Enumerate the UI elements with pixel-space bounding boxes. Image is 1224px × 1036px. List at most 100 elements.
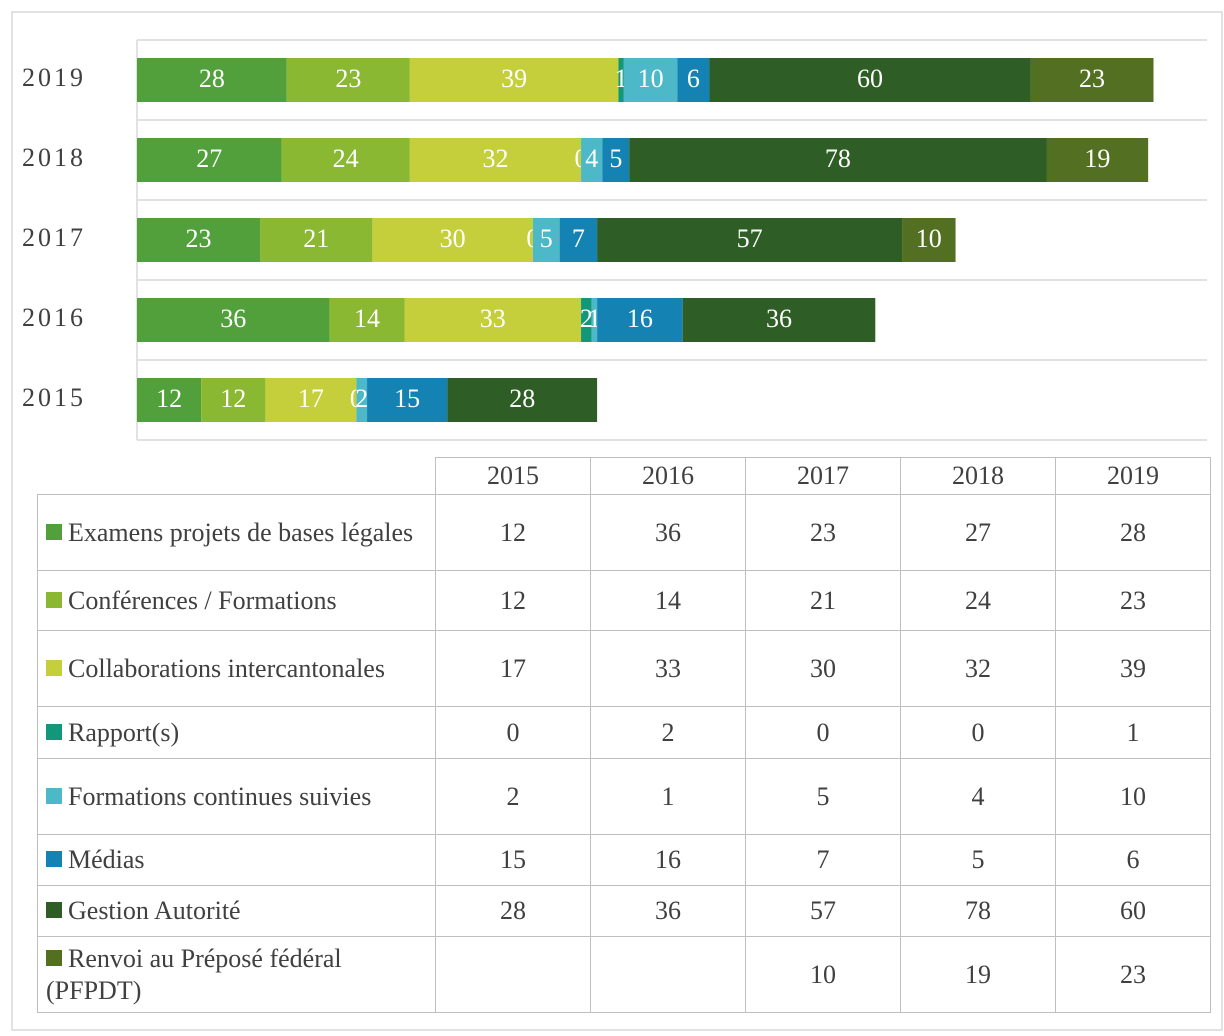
table-row: Médias 15 16 7 5 6 <box>37 834 1211 886</box>
table-cell: 15 <box>435 834 591 886</box>
table-cell: 28 <box>435 885 591 937</box>
header-cell: 2017 <box>745 457 901 495</box>
bar-segment <box>581 298 592 342</box>
bar-segment <box>367 378 448 422</box>
grid <box>136 39 1207 441</box>
data-label: 21 <box>303 224 329 253</box>
data-label: 17 <box>298 384 324 413</box>
legend-label: Renvoi au Préposé fédéral (PFPDT) <box>46 944 342 1005</box>
data-label: 33 <box>480 304 506 333</box>
table-cell: 39 <box>1055 630 1211 707</box>
table-cell: 2 <box>590 706 746 759</box>
bar-segment <box>559 218 598 262</box>
data-label: 32 <box>482 144 508 173</box>
bar-segment <box>137 138 282 182</box>
table-cell: 19 <box>900 936 1056 1013</box>
data-label: 15 <box>394 384 420 413</box>
table-cell: 1 <box>1055 706 1211 759</box>
y-tick-label: 2016 <box>22 303 86 332</box>
header-row: 2015 2016 2017 2018 2019 <box>38 457 1211 495</box>
table-row: Conférences / Formations 12 14 21 24 23 <box>37 570 1211 631</box>
bar-segment <box>137 298 330 342</box>
table-row: Renvoi au Préposé fédéral (PFPDT) 10 19 23 <box>37 936 1211 1013</box>
data-label: 60 <box>857 64 883 93</box>
data-label: 23 <box>186 224 212 253</box>
bar-segment <box>532 218 560 262</box>
bar-segment <box>409 58 619 102</box>
table-cell <box>435 936 591 1013</box>
data-label: 57 <box>737 224 763 253</box>
legend-cell: Formations continues suivies <box>37 758 436 835</box>
legend-cell: Rapport(s) <box>37 706 436 759</box>
table-cell: 14 <box>590 570 746 631</box>
header-cell: 2016 <box>590 457 746 495</box>
table-cell: 24 <box>900 570 1056 631</box>
bar-segment <box>404 298 582 342</box>
table-cell: 12 <box>435 570 591 631</box>
data-label: 23 <box>1079 64 1105 93</box>
legend-cell: Collaborations intercantonales <box>37 630 436 707</box>
legend-label: Rapport(s) <box>68 717 180 747</box>
table-cell: 2 <box>435 758 591 835</box>
bar-segment <box>409 138 582 182</box>
legend-cell: Conférences / Formations <box>37 570 436 631</box>
bar-segment <box>1030 58 1154 102</box>
bar-segment <box>581 138 603 182</box>
data-label: 7 <box>572 224 585 253</box>
table-cell: 5 <box>745 758 901 835</box>
bar-segment <box>137 58 287 102</box>
bar-segment <box>623 58 678 102</box>
legend-marker <box>46 591 62 608</box>
bar-segment <box>591 298 598 342</box>
bar-segment <box>709 58 1031 102</box>
data-label: 2 <box>580 304 593 333</box>
data-label: 39 <box>501 64 527 93</box>
bar-segment <box>286 58 410 102</box>
legend-marker <box>46 851 62 868</box>
legend-marker <box>46 723 62 740</box>
table-cell: 57 <box>745 885 901 937</box>
y-tick-label: 2017 <box>22 223 86 252</box>
table-row: Formations continues suivies 2 1 5 4 10 <box>37 758 1211 835</box>
bar-segment <box>602 138 630 182</box>
bar-segment <box>618 58 624 102</box>
header-cell: 2015 <box>435 457 591 495</box>
bar-segment <box>447 378 598 422</box>
data-label: 6 <box>687 64 700 93</box>
data-label: 12 <box>220 384 246 413</box>
table-cell: 0 <box>745 706 901 759</box>
bar-segment <box>329 298 405 342</box>
legend-label: Examens projets de bases légales <box>68 517 414 547</box>
table-cell: 12 <box>435 494 591 571</box>
table-cell: 17 <box>435 630 591 707</box>
y-tick-label: 2018 <box>22 143 86 172</box>
data-label: 5 <box>609 144 622 173</box>
table-row: Examens projets de bases légales 12 36 23 27… <box>37 494 1211 571</box>
table-cell: 32 <box>900 630 1056 707</box>
data-label: 27 <box>196 144 222 173</box>
bar-segment <box>597 218 903 262</box>
table-cell: 6 <box>1055 834 1211 886</box>
data-label: 2 <box>355 384 368 413</box>
header-cell: 2019 <box>1055 457 1211 495</box>
table-cell: 16 <box>590 834 746 886</box>
table-cell: 10 <box>745 936 901 1013</box>
table-cell: 23 <box>745 494 901 571</box>
bar-segment <box>281 138 410 182</box>
bar-segment <box>260 218 373 262</box>
legend-label: Conférences / Formations <box>68 585 337 615</box>
data-label: 5 <box>540 224 553 253</box>
data-label: 78 <box>825 144 851 173</box>
data-table: 2015 2016 2017 2018 2019 Examens projets de b… <box>37 457 1211 1013</box>
data-label: 4 <box>585 144 598 173</box>
table-cell: 30 <box>745 630 901 707</box>
bar-segment <box>597 298 683 342</box>
bar-segment <box>356 378 368 422</box>
table-cell: 10 <box>1055 758 1211 835</box>
legend-cell: Gestion Autorité <box>37 885 436 937</box>
legend-label: Collaborations intercantonales <box>68 653 385 683</box>
bar-segment <box>265 378 357 422</box>
data-label: 16 <box>627 304 653 333</box>
bar-segment <box>137 218 261 262</box>
